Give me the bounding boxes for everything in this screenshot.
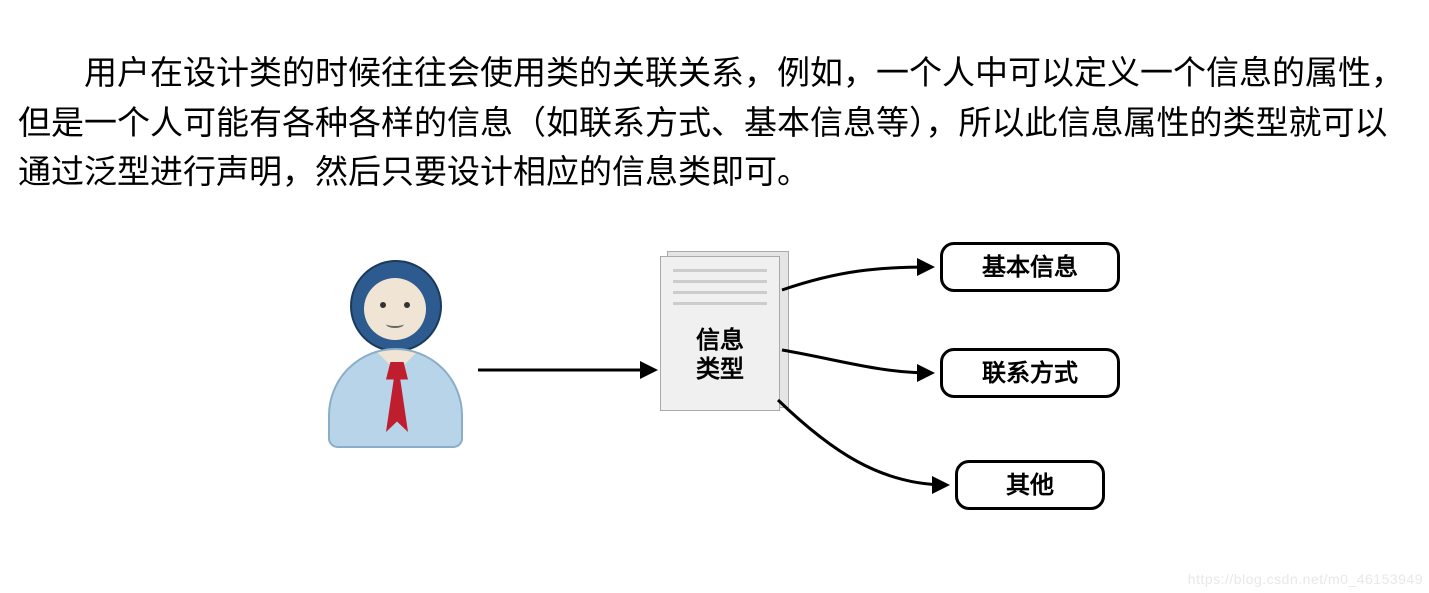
description-paragraph: 用户在设计类的时候往往会使用类的关联关系，例如，一个人中可以定义一个信息的属性，… xyxy=(18,50,1413,199)
person-icon xyxy=(320,260,470,460)
info-box-contact: 联系方式 xyxy=(940,348,1120,398)
edge-document-box1 xyxy=(782,267,932,290)
person-face xyxy=(364,278,426,340)
edge-document-box2 xyxy=(782,350,932,373)
person-mouth xyxy=(386,320,404,328)
person-body xyxy=(328,348,463,448)
generics-diagram: 信息 类型 基本信息 联系方式 其他 xyxy=(300,220,1140,550)
document-label: 信息 类型 xyxy=(661,327,779,385)
watermark-text: https://blog.csdn.net/m0_46153949 xyxy=(1188,571,1423,587)
document-label-line1: 信息 xyxy=(696,327,744,354)
info-box-basic: 基本信息 xyxy=(940,242,1120,292)
info-box-other: 其他 xyxy=(955,460,1105,510)
edge-document-box3 xyxy=(778,400,947,485)
document-label-line2: 类型 xyxy=(696,356,744,383)
person-tie xyxy=(386,362,408,432)
document-icon: 信息 类型 xyxy=(660,256,780,411)
